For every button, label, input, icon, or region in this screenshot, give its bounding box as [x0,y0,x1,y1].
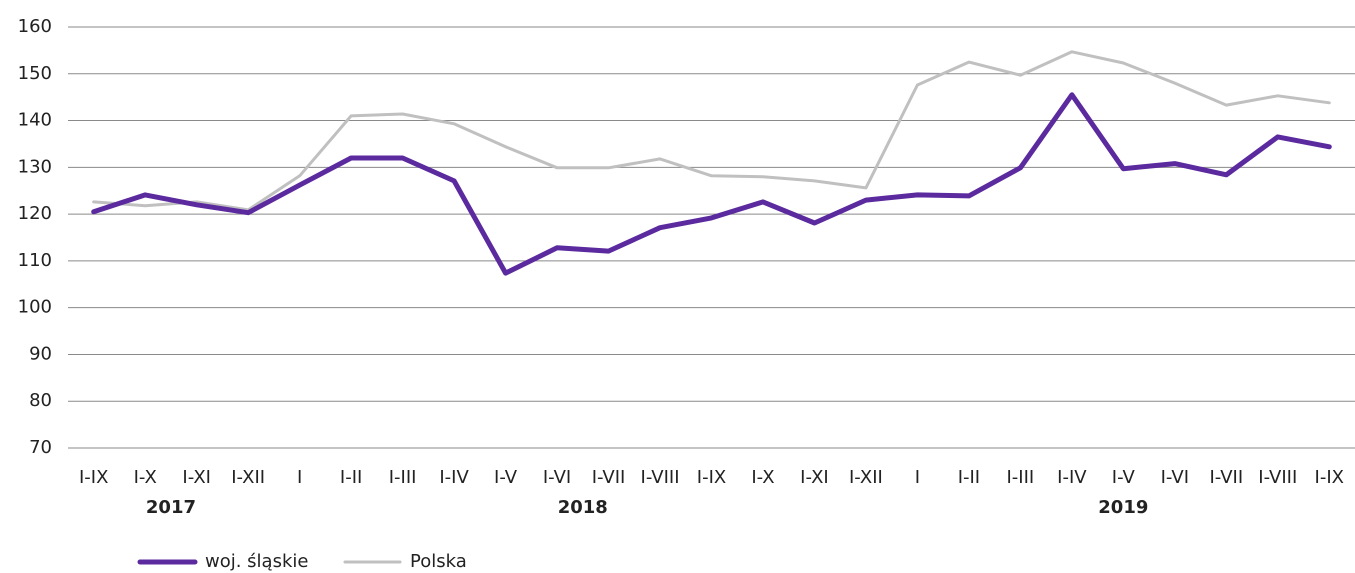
x-tick-label: I-X [134,467,157,488]
y-tick-label: 110 [18,250,52,271]
x-tick-label: I-VIII [1258,467,1297,488]
x-tick-label: I-VI [543,467,571,488]
x-tick-label: I-VIII [641,467,680,488]
x-tick-label: I-IX [697,467,726,488]
x-tick-label: I-II [958,467,980,488]
x-tick-label: I-XI [182,467,211,488]
x-tick-label: I-VII [1209,467,1243,488]
y-tick-label: 100 [18,297,52,318]
legend-label: woj. śląskie [205,551,308,572]
y-tick-label: 140 [18,110,52,131]
y-tick-label: 90 [29,343,52,364]
series-line [92,50,1331,212]
x-tick-label: I [915,467,920,488]
series-line [91,92,1332,276]
x-tick-label: I-VI [1161,467,1189,488]
x-tick-label: I-XI [800,467,829,488]
y-tick-label: 70 [29,437,52,458]
x-tick-label: I-II [340,467,362,488]
y-tick-label: 160 [18,16,52,37]
y-tick-label: 120 [18,203,52,224]
x-group-label: 2019 [1098,497,1148,518]
y-tick-label: 130 [18,156,52,177]
y-tick-label: 150 [18,63,52,84]
x-tick-label: I-VII [592,467,626,488]
x-tick-label: I-III [1007,467,1035,488]
y-tick-label: 80 [29,390,52,411]
x-tick-label: I-IV [439,467,469,488]
legend-label: Polska [410,551,467,572]
x-tick-label: I-V [494,467,518,488]
x-group-label: 2018 [558,497,608,518]
x-tick-label: I [297,467,302,488]
x-tick-label: I-IX [79,467,108,488]
x-tick-label: I-V [1112,467,1136,488]
x-tick-label: I-III [389,467,417,488]
x-tick-label: I-XII [231,467,265,488]
x-tick-label: I-IX [1315,467,1344,488]
x-tick-label: I-X [751,467,774,488]
x-tick-label: I-XII [849,467,883,488]
x-group-label: 2017 [146,497,196,518]
x-tick-label: I-IV [1057,467,1087,488]
